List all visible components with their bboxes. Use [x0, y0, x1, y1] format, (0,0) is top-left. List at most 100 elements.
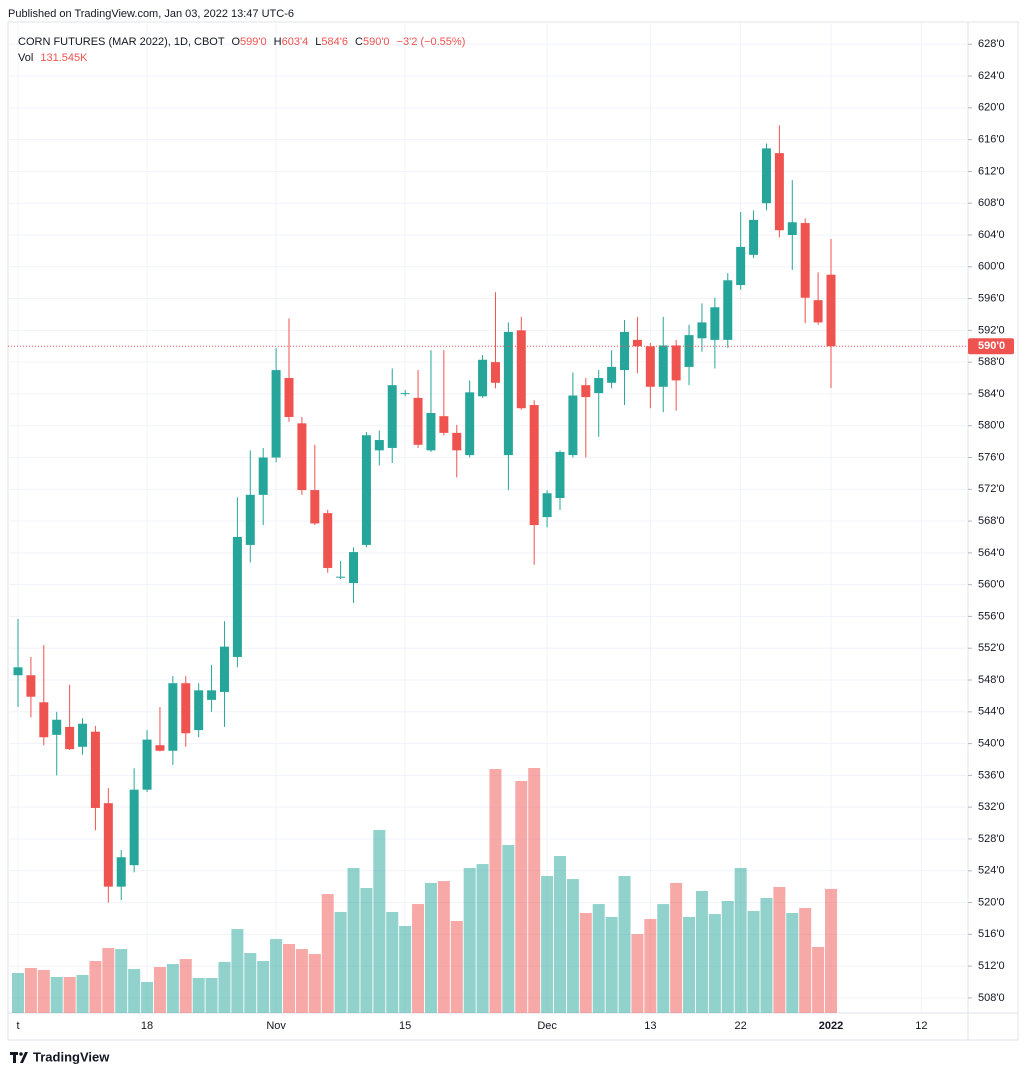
candle-body: [52, 719, 62, 735]
candle-body: [400, 393, 410, 395]
candle-body: [516, 330, 526, 409]
volume-bar: [128, 969, 141, 1013]
volume-bar: [399, 926, 412, 1013]
candle-body: [129, 789, 139, 866]
x-tick-label: 13: [644, 1020, 656, 1032]
y-tick-label: 568'0: [978, 515, 1005, 527]
candle-body: [800, 223, 810, 298]
candle-body: [555, 451, 565, 499]
candle-body: [336, 576, 346, 578]
volume-bar: [244, 953, 257, 1013]
volume-bar: [153, 966, 166, 1013]
candle-body: [684, 335, 694, 367]
x-tick-label: 2022: [819, 1020, 843, 1032]
candle-body: [671, 345, 681, 381]
candle-body: [787, 222, 797, 235]
candle-body: [774, 153, 784, 231]
candle-body: [607, 366, 617, 383]
candle-body: [723, 280, 733, 340]
x-tick-label: t: [16, 1020, 19, 1032]
candle-body: [245, 494, 255, 545]
candle-body: [168, 683, 178, 751]
candle-body: [529, 405, 539, 526]
volume-bar: [747, 911, 760, 1013]
candle-body: [155, 745, 165, 751]
candle-body: [826, 274, 836, 347]
y-tick-label: 508'0: [978, 992, 1005, 1004]
volume-bar: [618, 876, 631, 1013]
legend-value: 584'6: [321, 36, 348, 48]
volume-bar: [799, 908, 812, 1013]
candle-body: [736, 246, 746, 286]
y-tick-label: 580'0: [978, 420, 1005, 432]
y-tick-label: 532'0: [978, 801, 1005, 813]
legend-key: O: [231, 36, 240, 48]
y-tick-label: 616'0: [978, 134, 1005, 146]
volume-bar: [592, 904, 605, 1013]
y-tick-label: 520'0: [978, 896, 1005, 908]
volume-bar: [205, 978, 218, 1013]
volume-bar: [812, 946, 825, 1013]
legend-key: L: [315, 36, 321, 48]
volume-bar: [386, 911, 399, 1013]
last-price-label: 590'0: [978, 340, 1005, 352]
candle-body: [271, 370, 281, 458]
volume-bar: [231, 929, 244, 1013]
brand-name: TradingView: [33, 1049, 110, 1064]
candle-body: [116, 857, 126, 887]
volume-bar: [347, 868, 360, 1013]
candle-body: [78, 723, 88, 747]
volume-bar: [734, 868, 747, 1013]
volume-bar: [283, 944, 295, 1013]
candle-body: [232, 536, 242, 657]
volume-bar: [218, 961, 231, 1013]
candle-body: [349, 552, 359, 584]
y-tick-label: 556'0: [978, 610, 1005, 622]
volume-bar: [760, 898, 773, 1013]
volume-bar: [295, 949, 308, 1013]
y-tick-label: 624'0: [978, 70, 1005, 82]
volume-bar: [528, 768, 541, 1013]
y-tick-label: 620'0: [978, 102, 1005, 114]
y-tick-label: 548'0: [978, 674, 1005, 686]
volume-bar: [515, 781, 528, 1013]
volume-bar: [360, 888, 373, 1013]
legend-value: 599'0: [240, 36, 267, 48]
candle-body: [387, 385, 397, 448]
last-price-tag: [968, 338, 1014, 355]
x-tick-label: 15: [399, 1020, 411, 1032]
candle-body: [581, 385, 591, 398]
y-tick-label: 608'0: [978, 197, 1005, 209]
volume-bar: [437, 881, 450, 1013]
volume-bar: [334, 911, 347, 1013]
volume-bar: [424, 883, 437, 1013]
candle-body: [361, 435, 371, 545]
y-tick-label: 588'0: [978, 356, 1005, 368]
candle-body: [194, 690, 204, 731]
volume-bar: [115, 949, 128, 1013]
candle-body: [645, 346, 655, 387]
volume-bar: [76, 974, 89, 1013]
volume-bar: [489, 769, 502, 1013]
x-tick-label: 22: [735, 1020, 747, 1032]
y-tick-label: 564'0: [978, 547, 1005, 559]
volume-bar: [102, 948, 115, 1013]
volume-bar: [321, 894, 334, 1013]
volume-bar: [786, 913, 799, 1013]
x-tick-label: 18: [141, 1020, 153, 1032]
volume-bar: [554, 856, 566, 1013]
candle-body: [426, 412, 436, 451]
candle-body: [594, 378, 604, 394]
candle-body: [658, 345, 668, 387]
candle-body: [103, 803, 113, 887]
volume-bar: [270, 939, 283, 1013]
legend-key: H: [274, 36, 282, 48]
volume-bar: [24, 968, 37, 1013]
candle-body: [90, 731, 100, 808]
x-tick-label: 12: [915, 1020, 927, 1032]
candle-body: [749, 219, 759, 255]
volume-bar: [50, 976, 63, 1013]
volume-bar: [476, 864, 489, 1013]
legend-value: 603'4: [282, 36, 309, 48]
volume-bar: [37, 969, 50, 1013]
